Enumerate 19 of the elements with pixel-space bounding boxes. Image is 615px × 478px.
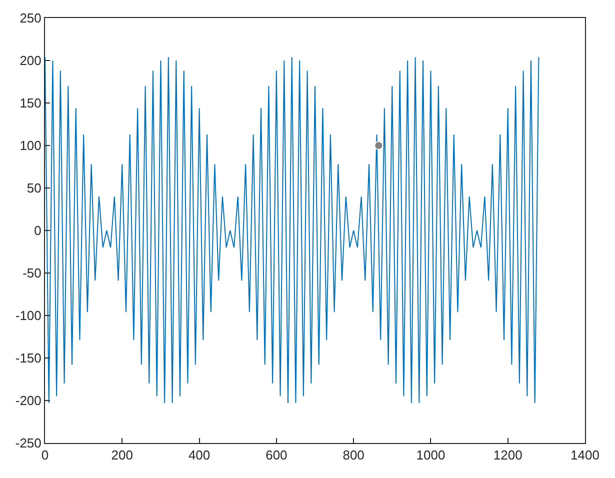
- y-tick-label: 250: [20, 10, 42, 26]
- y-tick-label: -200: [15, 393, 42, 408]
- x-tick-label: 800: [342, 448, 364, 463]
- y-tick-label: -250: [15, 436, 42, 451]
- x-tick-label: 1000: [416, 448, 446, 463]
- x-tick-label: 400: [188, 448, 210, 463]
- y-tick-label: 0: [34, 223, 42, 238]
- x-tick-label: 1400: [570, 448, 600, 463]
- line-series: [45, 56, 540, 404]
- y-tick-label: -100: [15, 308, 42, 324]
- y-tick-label: -50: [22, 266, 42, 281]
- y-tick-label: 50: [26, 180, 42, 196]
- y-tick-label: -150: [15, 350, 42, 366]
- x-tick-label: 1200: [493, 448, 522, 463]
- x-tick-label: 600: [266, 448, 288, 463]
- y-tick-label: 100: [20, 138, 42, 154]
- y-tick-label: 200: [20, 53, 42, 68]
- y-tick-label: 150: [20, 96, 42, 111]
- x-tick-label: 200: [111, 448, 133, 463]
